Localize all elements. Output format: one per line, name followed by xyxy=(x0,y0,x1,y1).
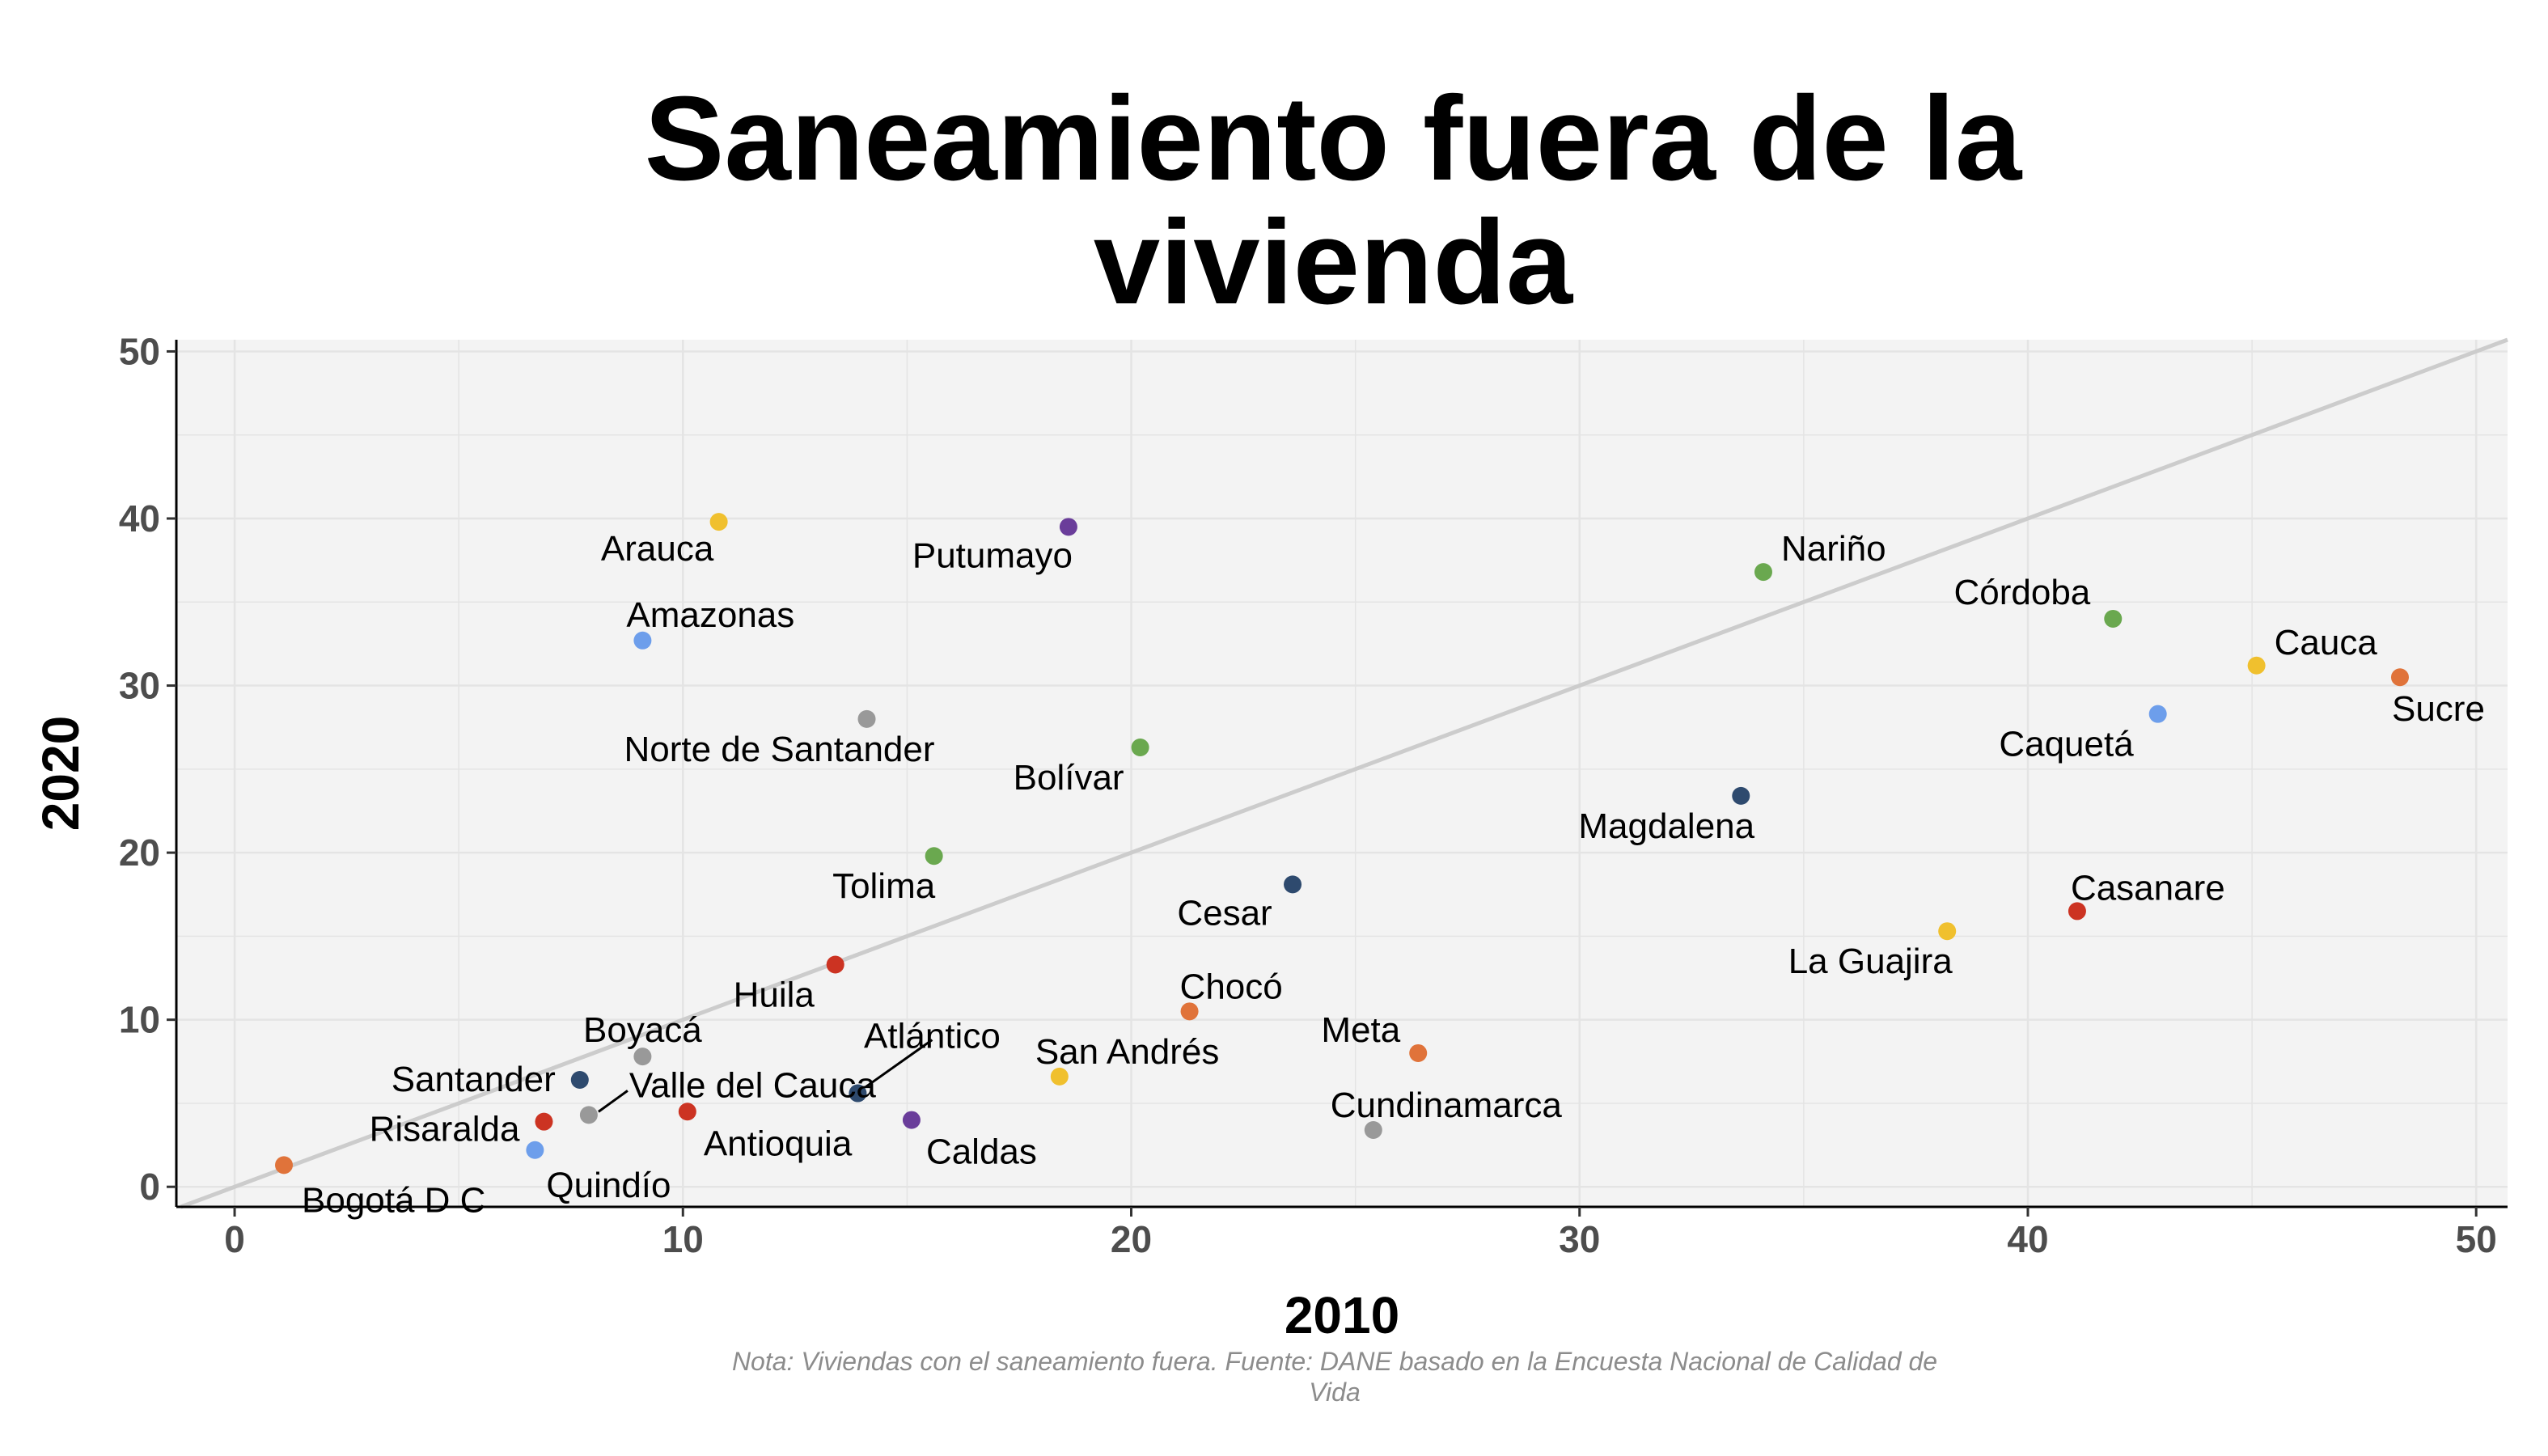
point-label-cesar: Cesar xyxy=(1177,893,1272,933)
x-tick-label: 10 xyxy=(662,1218,704,1260)
point-atlantico xyxy=(849,1084,867,1103)
point-label-huila: Huila xyxy=(734,976,815,1015)
identity-line xyxy=(180,337,2508,1209)
point-label-norte-de-santander: Norte de Santander xyxy=(624,730,934,769)
point-boyaca xyxy=(633,1048,652,1066)
point-san-andres xyxy=(1050,1067,1069,1086)
leader-line-valle-del-cauca xyxy=(598,1090,629,1113)
point-santander xyxy=(570,1071,589,1090)
point-label-arauca: Arauca xyxy=(601,529,714,569)
point-norte-de-santander xyxy=(857,709,876,728)
point-putumayo xyxy=(1059,518,1077,536)
x-tick-label: 20 xyxy=(1111,1218,1152,1260)
point-label-boyaca: Boyacá xyxy=(583,1010,702,1050)
point-caldas xyxy=(902,1111,921,1129)
point-label-caldas: Caldas xyxy=(926,1132,1037,1172)
point-label-cauca: Cauca xyxy=(2275,623,2378,662)
x-tick-label: 50 xyxy=(2456,1218,2497,1260)
point-label-tolima: Tolima xyxy=(832,866,936,906)
point-label-meta: Meta xyxy=(1321,1010,1400,1050)
chart-title-line-1: Saneamiento fuera de la xyxy=(645,72,2023,205)
y-tick-label: 50 xyxy=(119,330,160,372)
x-tick-label: 30 xyxy=(1559,1218,1600,1260)
y-axis-ticks: 0 10 20 30 40 50 xyxy=(119,330,176,1208)
y-tick-label: 0 xyxy=(139,1166,160,1208)
point-label-bolivar: Bolívar xyxy=(1014,758,1124,798)
point-label-san-andres: San Andrés xyxy=(1035,1032,1220,1072)
point-label-bogota-d-c: Bogotá D C xyxy=(302,1180,485,1220)
point-label-narino: Nariño xyxy=(1781,529,1886,569)
reference-line xyxy=(180,337,2508,1209)
x-tick-label: 40 xyxy=(2007,1218,2048,1260)
y-tick-label: 20 xyxy=(119,832,160,874)
point-casanare xyxy=(2068,902,2086,921)
y-tick-label: 30 xyxy=(119,665,160,707)
point-labels: Arauca Putumayo Nariño Córdoba Amazonas Cauca… xyxy=(302,529,2485,1220)
point-label-cundinamarca: Cundinamarca xyxy=(1331,1086,1563,1125)
x-axis-title: 2010 xyxy=(1285,1286,1399,1344)
point-sucre xyxy=(2390,668,2409,687)
point-label-santander: Santander xyxy=(392,1060,556,1099)
point-label-putumayo: Putumayo xyxy=(912,535,1073,575)
point-arauca xyxy=(709,513,728,531)
point-label-caqueta: Caquetá xyxy=(1999,725,2134,764)
point-amazonas xyxy=(633,631,652,650)
point-risaralda xyxy=(535,1112,553,1131)
chart-title: Saneamiento fuera de la vivienda xyxy=(645,72,2023,329)
point-narino xyxy=(1754,563,1772,582)
point-label-choco: Chocó xyxy=(1180,967,1283,1006)
y-axis-title: 2020 xyxy=(32,716,90,831)
point-huila xyxy=(826,955,844,974)
point-la-guajira xyxy=(1938,922,1957,941)
point-cordoba xyxy=(2104,609,2123,628)
x-axis-ticks: 0 10 20 30 40 50 xyxy=(224,1207,2497,1260)
point-antioquia xyxy=(678,1103,696,1121)
point-label-valle-del-cauca: Valle del Cauca xyxy=(629,1065,876,1105)
point-quindio xyxy=(526,1141,544,1159)
point-label-atlantico: Atlántico xyxy=(864,1017,1001,1056)
chart-title-line-2: vivienda xyxy=(1094,196,1574,329)
point-caqueta xyxy=(2148,705,2167,723)
point-cesar xyxy=(1284,875,1302,894)
x-tick-label: 0 xyxy=(224,1218,245,1260)
y-tick-label: 40 xyxy=(119,497,160,540)
point-choco xyxy=(1180,1002,1199,1021)
point-label-quindio: Quindío xyxy=(546,1166,671,1205)
point-label-amazonas: Amazonas xyxy=(626,595,794,635)
point-label-risaralda: Risaralda xyxy=(370,1110,520,1149)
point-label-la-guajira: La Guajira xyxy=(1788,942,1953,981)
point-label-magdalena: Magdalena xyxy=(1578,806,1754,846)
point-cauca xyxy=(2247,656,2266,675)
point-cundinamarca xyxy=(1364,1120,1382,1139)
point-label-sucre: Sucre xyxy=(2392,689,2485,729)
leader-line-atlantico xyxy=(865,1039,933,1088)
caption-line-2: Vida xyxy=(1309,1378,1360,1407)
grid-lines xyxy=(176,340,2508,1207)
point-label-casanare: Casanare xyxy=(2071,868,2225,908)
point-tolima xyxy=(925,847,943,866)
y-tick-label: 10 xyxy=(119,999,160,1041)
caption-line-1: Nota: Viviendas con el saneamiento fuera… xyxy=(732,1347,1937,1376)
point-bolivar xyxy=(1131,738,1149,756)
point-valle-del-cauca xyxy=(579,1106,598,1124)
point-label-antioquia: Antioquia xyxy=(704,1124,853,1163)
data-points xyxy=(275,513,2409,1175)
point-meta xyxy=(1409,1043,1428,1062)
point-magdalena xyxy=(1732,786,1750,805)
point-bogota-d-c xyxy=(275,1156,294,1175)
chart-caption: Nota: Viviendas con el saneamiento fuera… xyxy=(732,1347,1937,1407)
point-label-cordoba: Córdoba xyxy=(1953,573,2090,612)
